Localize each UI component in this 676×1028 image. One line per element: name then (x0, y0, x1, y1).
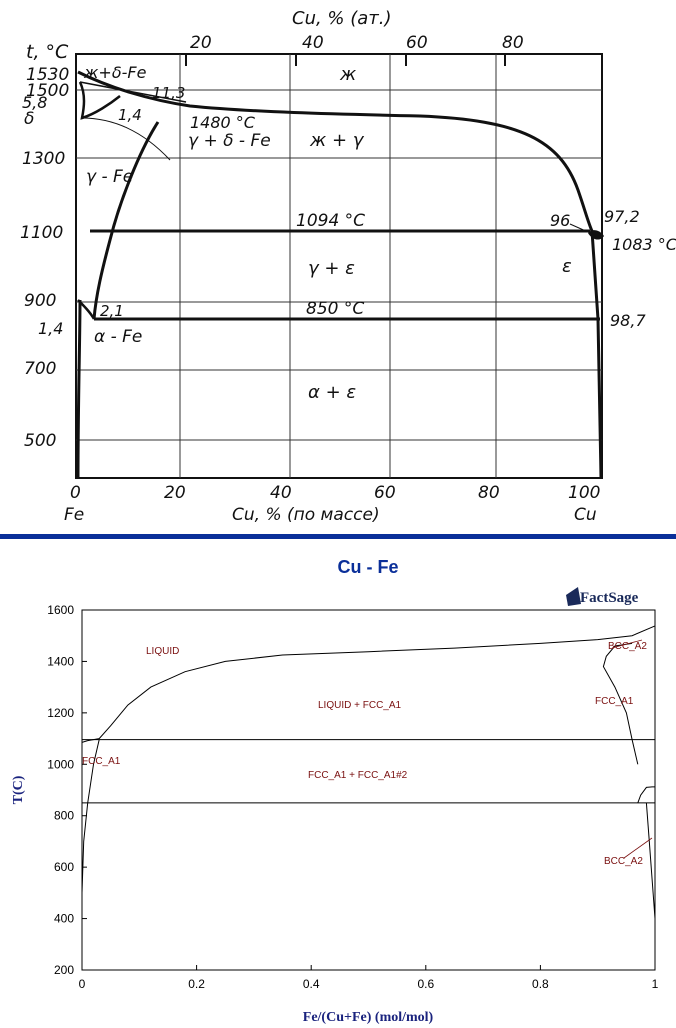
y-tick-label: 1600 (47, 603, 74, 617)
label-5-8: 5,8 (22, 93, 47, 112)
gamma-solvus (92, 121, 160, 320)
label-1480: 1480 °C (190, 113, 256, 132)
label-1-4-bottom: 1,4 (38, 319, 63, 338)
y-tick-1530: 1530 (26, 65, 69, 85)
leader-96 (569, 223, 589, 233)
bottom-tick-100: 100 (568, 483, 600, 503)
phase-boundary-line (637, 786, 655, 804)
factsage-cu-fe-chart: Cu - Fe FactSage T(C) Fe/(Cu+Fe) (mol/mo… (0, 540, 676, 1025)
x-tick-label: 1 (652, 977, 659, 991)
label-alpha-eps: α + ε (308, 382, 356, 403)
label-liquid-delta: ж+δ-Fe (83, 63, 147, 82)
bottom-tick-60: 60 (374, 483, 396, 503)
fe-cu-diagram-svg: Cu, % (ат.) 20 40 60 80 t, °C 1530 1500 … (20, 8, 676, 525)
x-axis-label: Fe/(Cu+Fe) (mol/mol) (303, 1010, 434, 1024)
bottom-tick-80: 80 (478, 483, 500, 503)
logo-text: FactSage (580, 590, 639, 606)
bottom-tick-0: 0 (70, 483, 81, 503)
x-tick-label: 0.4 (303, 977, 320, 991)
y-tick-label: 400 (54, 912, 74, 926)
x-tick-label: 0.8 (532, 977, 549, 991)
y-tick-500: 500 (24, 431, 56, 451)
y-tick-label: 800 (54, 809, 74, 823)
y-axis-label: T(C) (11, 775, 26, 804)
liquidus-curve (77, 70, 594, 232)
label-gamma-eps: γ + ε (308, 258, 355, 279)
top-tick-label-40: 40 (302, 33, 324, 53)
top-tick-label-20: 20 (190, 33, 212, 53)
label-96: 96 (550, 211, 570, 230)
y-tick-label: 1200 (47, 706, 74, 720)
bottom-axis-title: Cu, % (по массе) (232, 505, 380, 525)
phase-liquid-fcc: LIQUID + FCC_A1 (318, 700, 402, 711)
chart-title: Cu - Fe (338, 557, 399, 577)
x-ticks: 0 0.2 0.4 0.6 0.8 1 (79, 965, 659, 991)
top-tick-label-60: 60 (406, 33, 428, 53)
label-gamma-delta: γ + δ - Fe (188, 131, 271, 151)
y-tick-label: 1000 (47, 757, 74, 771)
label-delta: δ (24, 109, 34, 129)
label-1-4-top: 1,4 (118, 106, 142, 124)
label-alpha-fe: α - Fe (94, 327, 142, 347)
label-eps: ε (562, 256, 572, 277)
cu-melting-loop (588, 230, 604, 240)
label-liquid: ж (339, 64, 357, 85)
label-97-2: 97,2 (604, 207, 640, 226)
label-2-1: 2,1 (100, 302, 124, 320)
phase-fcc-left: FCC_A1 (82, 756, 121, 767)
left-element-fe: Fe (64, 505, 84, 525)
alpha-solvus (76, 299, 82, 479)
x-tick-label: 0.6 (417, 977, 434, 991)
phase-bcc-top: BCC_A2 (608, 641, 647, 652)
fe-cu-diagram-ru: Cu, % (ат.) 20 40 60 80 t, °C 1530 1500 … (20, 8, 676, 525)
y-tick-1300: 1300 (22, 149, 65, 169)
plot-frame (81, 609, 656, 971)
phase-fcc-fcc2: FCC_A1 + FCC_A1#2 (308, 770, 408, 781)
factsage-chart-svg: Cu - Fe FactSage T(C) Fe/(Cu+Fe) (mol/mo… (11, 557, 659, 1025)
section-divider (0, 534, 676, 539)
bottom-tick-40: 40 (270, 483, 292, 503)
label-11-3: 11,3 (152, 84, 185, 102)
leader-bcc-top (611, 639, 643, 649)
phase-liquid: LIQUID (146, 646, 179, 657)
phase-boundary-line (81, 739, 100, 893)
label-850: 850 °C (306, 299, 364, 319)
y-tick-label: 1400 (47, 654, 74, 668)
y-tick-1100: 1100 (20, 223, 63, 243)
gamma-delta-boundary (81, 117, 171, 161)
y-tick-label: 200 (54, 963, 74, 977)
peritectic-line (79, 81, 187, 103)
top-axis-title: Cu, % (ат.) (292, 8, 392, 29)
bottom-tick-20: 20 (164, 483, 186, 503)
label-98-7: 98,7 (610, 311, 646, 330)
y-axis-title: t, °C (26, 41, 69, 63)
phase-fcc-right: FCC_A1 (595, 696, 634, 707)
x-tick-label: 0.2 (188, 977, 205, 991)
logo-mark-icon (566, 587, 581, 606)
phase-boundaries (81, 625, 656, 919)
label-1094: 1094 °C (296, 211, 365, 231)
x-tick-label: 0 (79, 977, 86, 991)
y-tick-label: 600 (54, 860, 74, 874)
phase-boundary-line (81, 625, 656, 743)
epsilon-solvus (590, 230, 603, 479)
factsage-logo: FactSage (566, 587, 639, 606)
label-liquid-gamma: ж + γ (309, 130, 365, 151)
y-tick-900: 900 (24, 291, 56, 311)
right-element-cu: Cu (574, 505, 597, 525)
phase-bcc-bottom: BCC_A2 (604, 856, 643, 867)
top-tick-label-80: 80 (502, 33, 524, 53)
phase-boundary-line (645, 802, 656, 919)
y-tick-700: 700 (24, 359, 56, 379)
y-ticks: 1600 1400 1200 1000 800 600 400 200 (47, 603, 87, 977)
leader-bcc-bottom (623, 837, 653, 859)
label-1083: 1083 °C (612, 235, 676, 254)
plot-frame (75, 53, 603, 479)
y-tick-1500: 1500 (26, 81, 69, 101)
label-gamma-fe: γ - Fe (86, 167, 133, 187)
